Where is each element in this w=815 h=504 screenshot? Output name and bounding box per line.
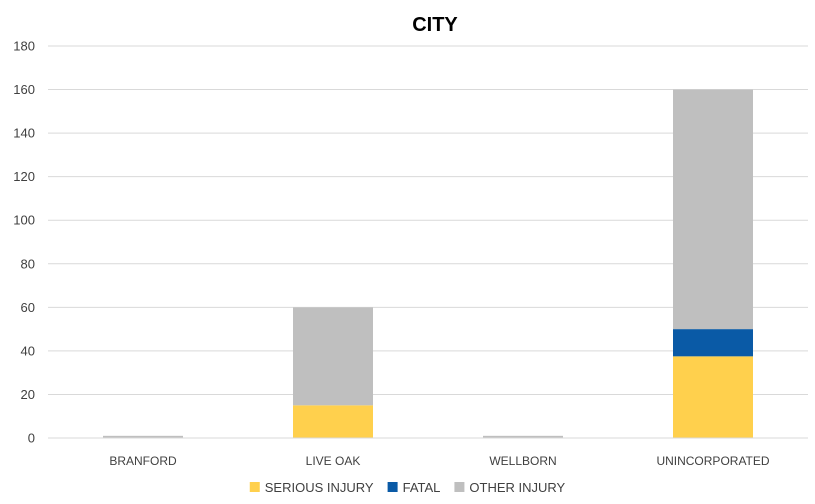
bars (103, 89, 753, 438)
y-tick-label: 80 (21, 256, 35, 271)
legend-swatch (387, 482, 398, 492)
bar-segment-other-injury (673, 89, 753, 330)
x-category-label: UNINCORPORATED (656, 454, 769, 468)
bar-segment-other-injury (103, 435, 183, 438)
legend-label: SERIOUS INJURY (265, 480, 374, 495)
bar-segment-other-injury (483, 435, 563, 438)
legend-swatch (454, 482, 465, 492)
y-tick-label: 120 (13, 169, 35, 184)
gridlines (48, 45, 808, 395)
y-tick-label: 60 (21, 300, 35, 315)
y-tick-label: 160 (13, 82, 35, 97)
y-tick-label: 140 (13, 126, 35, 141)
x-category-label: WELLBORN (489, 454, 556, 468)
bar-segment-other-injury (293, 307, 373, 406)
x-category-label: BRANFORD (109, 454, 177, 468)
y-tick-label: 0 (28, 431, 35, 446)
bar-segment-fatal (673, 329, 753, 357)
x-category-label: LIVE OAK (306, 454, 361, 468)
y-tick-label: 180 (13, 39, 35, 54)
legend-swatch (249, 482, 260, 492)
y-tick-label: 100 (13, 213, 35, 228)
chart-title: CITY (412, 14, 458, 36)
y-axis: 0 20 40 60 80 100 120 140 160 180 (13, 39, 35, 446)
bar-segment-serious-injury (293, 405, 373, 438)
legend: SERIOUS INJURY FATAL OTHER INJURY (249, 480, 566, 495)
y-tick-label: 20 (21, 387, 35, 402)
bar-segment-serious-injury (673, 356, 753, 438)
legend-label: OTHER INJURY (469, 480, 565, 495)
y-tick-label: 40 (21, 343, 35, 358)
legend-label: FATAL (403, 480, 441, 495)
x-axis: BRANFORD LIVE OAK WELLBORN UNINCORPORATED (48, 437, 808, 468)
